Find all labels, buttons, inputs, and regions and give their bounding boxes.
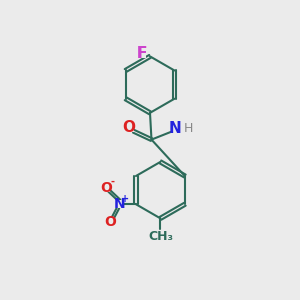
Bar [102,184,110,192]
Text: H: H [184,122,193,135]
Bar [154,233,167,241]
Text: N: N [169,121,182,136]
Text: F: F [136,46,147,62]
Text: -: - [110,177,114,187]
Text: F: F [136,46,147,62]
Bar [137,50,146,58]
Text: +: + [121,194,129,204]
Text: O: O [105,215,117,229]
Text: N: N [114,197,125,211]
Bar [106,218,115,226]
Bar [171,125,179,133]
Text: O: O [123,120,136,135]
Text: CH₃: CH₃ [148,230,173,243]
Bar [125,124,134,132]
Text: O: O [100,181,112,195]
Bar [116,200,124,208]
